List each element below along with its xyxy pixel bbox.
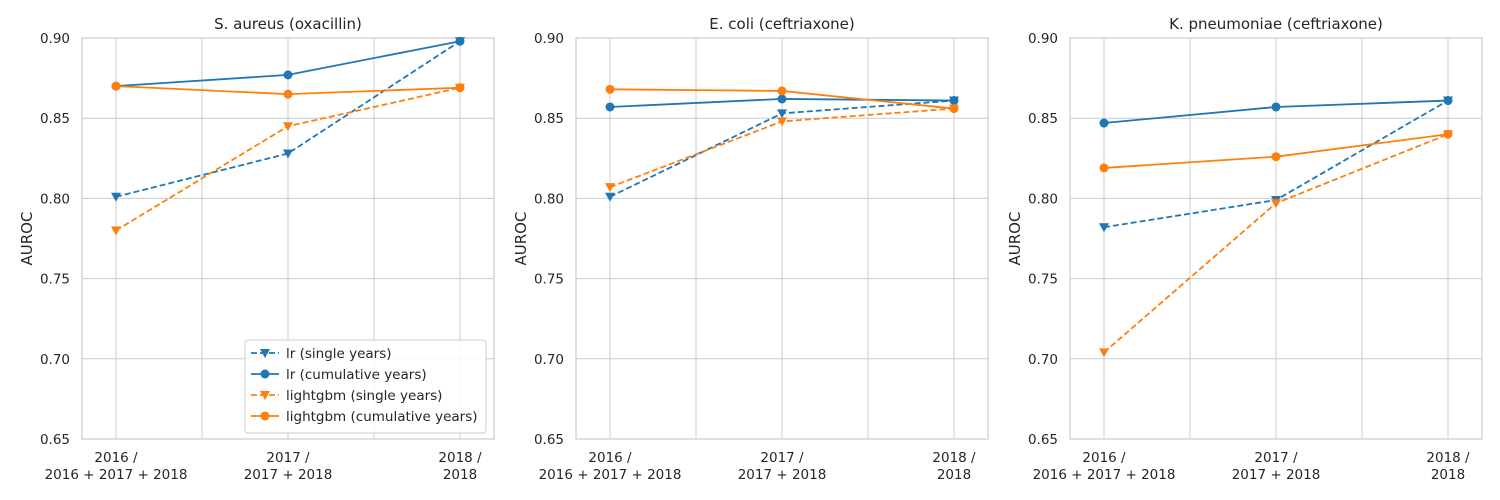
y-tick-label: 0.80 xyxy=(1028,191,1058,207)
data-point xyxy=(455,36,465,46)
legend-marker xyxy=(260,391,270,400)
data-point xyxy=(1271,199,1281,209)
data-point xyxy=(283,89,293,99)
y-tick-label: 0.90 xyxy=(1028,31,1058,47)
data-point xyxy=(1099,163,1109,173)
y-axis-label: AUROC xyxy=(18,212,36,266)
data-point xyxy=(283,149,293,159)
y-tick-label: 0.75 xyxy=(40,272,70,288)
data-point xyxy=(1099,118,1109,128)
panel-1: 0.65 0.70 0.75 0.80 0.85 0.90 2016 /2016 + 201… xyxy=(18,15,495,483)
panel-3: 0.65 0.70 0.75 0.80 0.85 0.90 2016 /2016 + 201… xyxy=(1006,15,1483,483)
y-tick-label: 0.80 xyxy=(534,191,564,207)
y-tick-label: 0.65 xyxy=(534,432,564,448)
data-point xyxy=(111,81,121,91)
data-point xyxy=(1443,96,1453,106)
x-tick-label: 2017 /2017 + 2018 xyxy=(1232,450,1321,483)
y-tick-label: 0.75 xyxy=(1028,272,1058,288)
y-tick-label: 0.85 xyxy=(40,111,70,127)
y-tick-label: 0.70 xyxy=(1028,352,1058,368)
data-point xyxy=(111,192,121,202)
plot-frame xyxy=(575,37,989,440)
y-tick-label: 0.80 xyxy=(40,191,70,207)
panel-2: 0.65 0.70 0.75 0.80 0.85 0.90 2016 /2016 + 201… xyxy=(512,15,989,483)
data-point xyxy=(455,83,465,93)
data-point xyxy=(1271,102,1281,112)
data-point xyxy=(777,94,787,104)
legend-label: lightgbm (cumulative years) xyxy=(286,409,478,425)
series-4 xyxy=(1099,129,1453,173)
x-tick-label: 2017 /2017 + 2018 xyxy=(244,450,333,483)
legend: lr (single years) lr (cumulative years) li… xyxy=(244,339,487,434)
data-point xyxy=(949,104,959,114)
legend-label: lr (single years) xyxy=(286,346,392,362)
legend-label: lr (cumulative years) xyxy=(286,367,427,383)
data-point xyxy=(1443,129,1453,139)
data-point xyxy=(283,70,293,80)
data-point xyxy=(111,226,121,236)
x-tick-label: 2018 /2018 xyxy=(932,450,976,483)
series-line xyxy=(115,40,461,198)
data-point xyxy=(605,102,615,112)
legend-marker xyxy=(260,369,270,379)
y-tick-label: 0.70 xyxy=(40,352,70,368)
plot-frame xyxy=(1069,37,1483,440)
y-tick-label: 0.65 xyxy=(40,432,70,448)
data-point xyxy=(283,122,293,132)
data-point xyxy=(777,117,787,127)
data-point xyxy=(605,84,615,94)
y-tick-label: 0.75 xyxy=(534,272,564,288)
data-point xyxy=(949,96,959,106)
data-point xyxy=(777,86,787,96)
y-tick-label: 0.70 xyxy=(534,352,564,368)
series-4 xyxy=(111,81,465,99)
x-tick-label: 2018 /2018 xyxy=(438,450,482,483)
data-point xyxy=(1099,348,1109,358)
data-point xyxy=(605,183,615,193)
data-point xyxy=(777,109,787,119)
y-axis-label: AUROC xyxy=(1006,212,1024,266)
series-2 xyxy=(605,94,959,112)
legend-box xyxy=(244,339,487,434)
x-tick-label: 2016 /2016 + 2017 + 2018 xyxy=(539,450,682,483)
panel-title: E. coli (ceftriaxone) xyxy=(709,15,854,33)
series-4 xyxy=(605,84,959,114)
panel-title: S. aureus (oxacillin) xyxy=(214,15,362,33)
legend-marker xyxy=(260,411,270,421)
x-tick-label: 2016 /2016 + 2017 + 2018 xyxy=(1033,450,1176,483)
legend-label: lightgbm (single years) xyxy=(286,388,442,404)
data-point xyxy=(1099,223,1109,233)
series-2 xyxy=(1099,96,1453,128)
y-tick-label: 0.85 xyxy=(1028,111,1058,127)
x-tick-label: 2017 /2017 + 2018 xyxy=(738,450,827,483)
data-point xyxy=(605,192,615,202)
plot-frame xyxy=(81,37,495,440)
data-point xyxy=(1271,152,1281,162)
y-axis-label: AUROC xyxy=(512,212,530,266)
x-tick-label: 2018 /2018 xyxy=(1426,450,1470,483)
y-tick-label: 0.65 xyxy=(1028,432,1058,448)
y-tick-label: 0.85 xyxy=(534,111,564,127)
legend-marker xyxy=(260,349,270,358)
y-tick-label: 0.90 xyxy=(40,31,70,47)
panel-title: K. pneumoniae (ceftriaxone) xyxy=(1169,15,1383,33)
x-tick-label: 2016 /2016 + 2017 + 2018 xyxy=(45,450,188,483)
y-tick-label: 0.90 xyxy=(534,31,564,47)
